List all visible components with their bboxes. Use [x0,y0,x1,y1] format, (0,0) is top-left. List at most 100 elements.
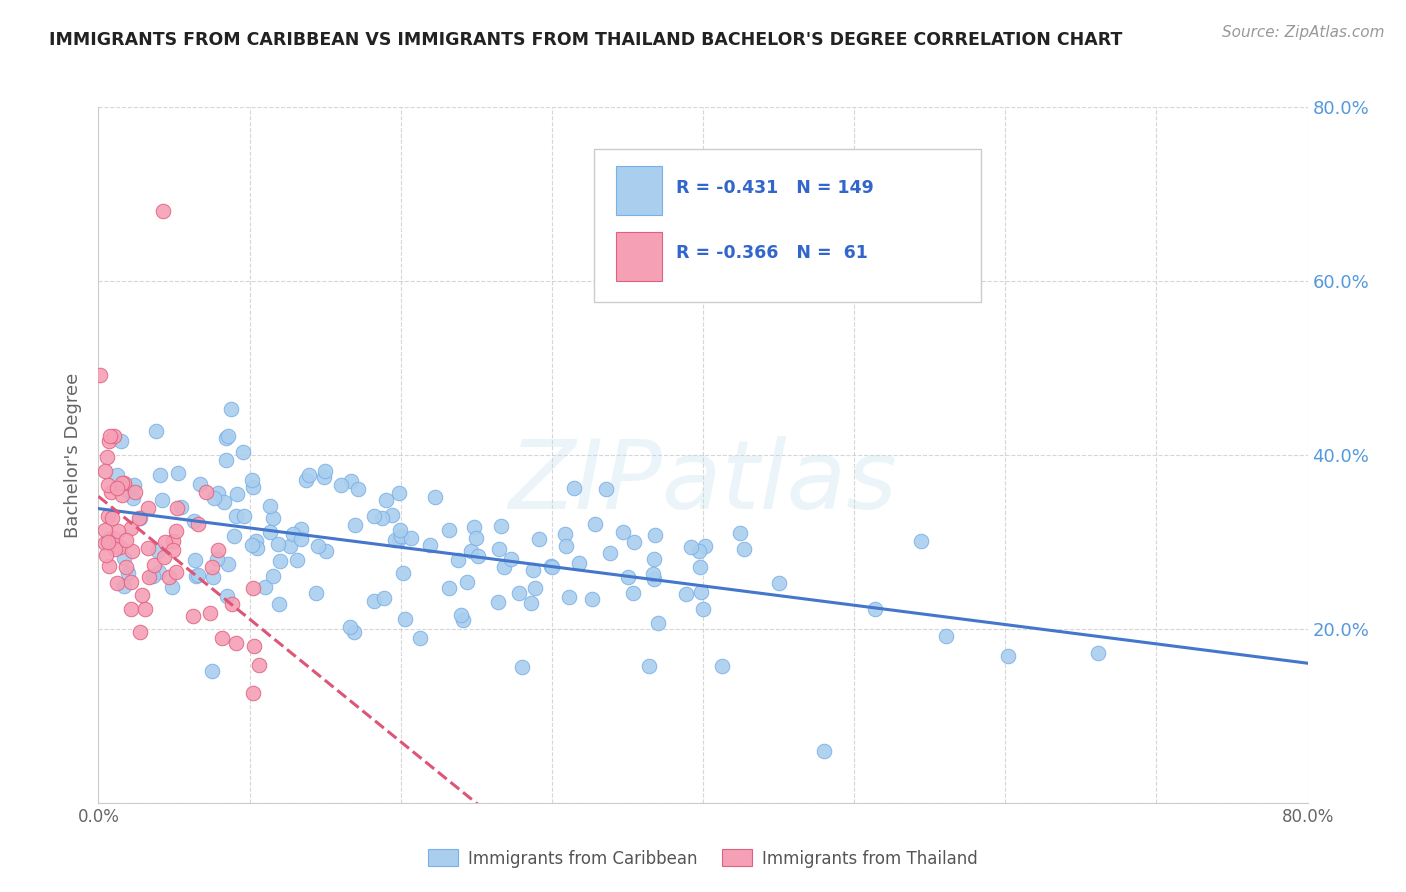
Point [222,529,245,543]
Point [128,511,150,525]
Point [581,591,603,606]
Point [122,491,145,505]
Point [644,528,666,542]
Point [146,544,169,558]
Point [437,523,460,537]
Point [108,540,131,554]
Point [207,485,229,500]
Point [122,477,145,491]
Point [523,581,546,595]
Text: Source: ZipAtlas.com: Source: ZipAtlas.com [1222,25,1385,40]
Point [813,744,835,758]
Point [240,538,263,552]
Point [120,602,142,616]
Point [97,534,120,549]
Point [111,475,134,490]
Point [94,536,117,550]
Point [688,543,710,558]
Point [166,501,188,516]
Point [112,579,135,593]
Point [143,558,166,573]
Point [621,586,644,600]
Point [689,560,711,574]
Point [114,551,136,566]
Point [93,464,115,478]
Point [195,484,218,499]
Point [595,482,617,496]
Point [183,514,205,528]
Point [120,520,142,534]
Point [160,580,183,594]
Text: ZIPatlas: ZIPatlas [509,436,897,529]
Point [730,526,752,541]
Point [105,576,128,591]
Point [211,631,233,645]
Point [245,533,267,548]
Point [447,553,470,567]
Point [460,543,482,558]
Point [152,550,174,565]
Point [554,527,576,541]
Point [217,558,239,572]
Point [166,466,188,480]
Point [456,574,478,589]
Point [371,511,394,525]
Point [128,511,150,525]
Point [245,541,267,556]
FancyBboxPatch shape [595,149,981,301]
Point [381,508,404,522]
Point [522,563,544,577]
Point [155,535,177,549]
Point [508,586,530,600]
Point [121,543,143,558]
Point [599,546,621,560]
Point [392,566,415,581]
Point [343,624,366,639]
Point [494,559,516,574]
Text: R = -0.366   N =  61: R = -0.366 N = 61 [676,244,869,262]
Point [681,540,703,554]
Point [267,597,290,611]
Point [865,602,887,616]
Point [247,658,270,673]
Point [425,490,447,504]
Point [623,534,645,549]
Point [138,570,160,584]
Point [710,658,733,673]
Point [305,586,328,600]
Point [363,593,385,607]
Point [115,533,138,547]
Point [101,531,124,545]
Point [1087,646,1109,660]
Point [107,524,129,538]
Point [110,434,132,448]
Point [215,431,238,445]
Point [643,552,665,566]
Point [253,580,276,594]
Point [233,508,256,523]
Point [117,483,139,497]
Point [510,660,533,674]
Text: R = -0.431   N = 149: R = -0.431 N = 149 [676,179,875,197]
Point [486,595,509,609]
Bar [616,232,662,281]
Point [278,540,301,554]
Point [315,543,337,558]
Point [150,493,173,508]
Point [207,552,229,566]
Point [149,467,172,482]
Text: IMMIGRANTS FROM CARIBBEAN VS IMMIGRANTS FROM THAILAND BACHELOR'S DEGREE CORRELAT: IMMIGRANTS FROM CARIBBEAN VS IMMIGRANTS … [49,31,1122,49]
Point [520,596,543,610]
Point [181,608,204,623]
Point [201,664,224,678]
Point [214,453,236,467]
Point [419,538,441,552]
Point [439,581,461,595]
Point [97,478,120,492]
Point [675,587,697,601]
Point [693,540,716,554]
Point [641,567,664,582]
Point [467,549,489,564]
Point [527,532,550,546]
Point [409,632,432,646]
